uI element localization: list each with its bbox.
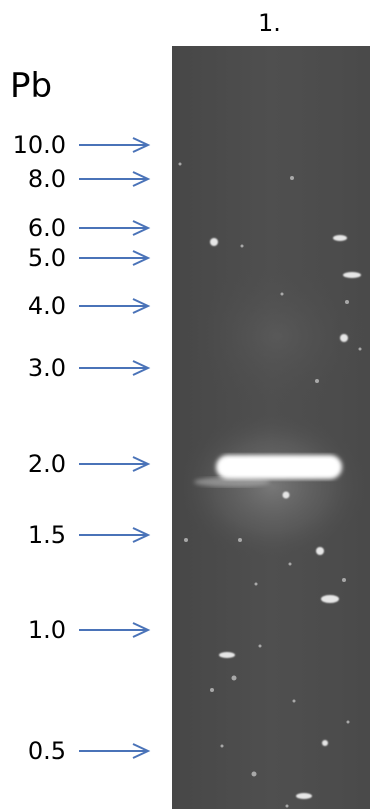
size-unit-label: Pb bbox=[10, 66, 53, 106]
ladder-marker-4-0: 4.0 bbox=[0, 292, 160, 320]
ladder-marker-label: 1.5 bbox=[27, 521, 66, 549]
right-arrow-icon bbox=[79, 360, 151, 376]
ladder-marker-5-0: 5.0 bbox=[0, 244, 160, 272]
ladder-marker-10-0: 10.0 bbox=[0, 131, 160, 159]
ladder-marker-1-5: 1.5 bbox=[0, 521, 160, 549]
ladder-marker-label: 3.0 bbox=[27, 354, 66, 382]
ladder-marker-label: 1.0 bbox=[27, 616, 66, 644]
right-arrow-icon bbox=[79, 622, 151, 638]
lane-number-label: 1. bbox=[258, 9, 281, 37]
ladder-marker-label: 2.0 bbox=[27, 450, 66, 478]
right-arrow-icon bbox=[79, 298, 151, 314]
right-arrow-icon bbox=[79, 743, 151, 759]
ladder-marker-label: 8.0 bbox=[27, 165, 66, 193]
right-arrow-icon bbox=[79, 527, 151, 543]
ladder-marker-0-5: 0.5 bbox=[0, 737, 160, 765]
gel-electrophoresis-image bbox=[172, 46, 370, 809]
size-ladder: 10.0 8.0 6.0 5.0 4.0 3.0 bbox=[0, 0, 172, 809]
right-arrow-icon bbox=[79, 137, 151, 153]
ladder-marker-label: 6.0 bbox=[27, 214, 66, 242]
ladder-marker-1-0: 1.0 bbox=[0, 616, 160, 644]
ladder-marker-label: 0.5 bbox=[27, 737, 66, 765]
ladder-marker-label: 10.0 bbox=[12, 131, 66, 159]
ladder-marker-2-0: 2.0 bbox=[0, 450, 160, 478]
right-arrow-icon bbox=[79, 456, 151, 472]
ladder-marker-3-0: 3.0 bbox=[0, 354, 160, 382]
ladder-marker-label: 5.0 bbox=[27, 244, 66, 272]
gel-lane-image bbox=[172, 46, 370, 809]
right-arrow-icon bbox=[79, 220, 151, 236]
right-arrow-icon bbox=[79, 250, 151, 266]
right-arrow-icon bbox=[79, 171, 151, 187]
ladder-marker-6-0: 6.0 bbox=[0, 214, 160, 242]
ladder-marker-label: 4.0 bbox=[27, 292, 66, 320]
ladder-marker-8-0: 8.0 bbox=[0, 165, 160, 193]
